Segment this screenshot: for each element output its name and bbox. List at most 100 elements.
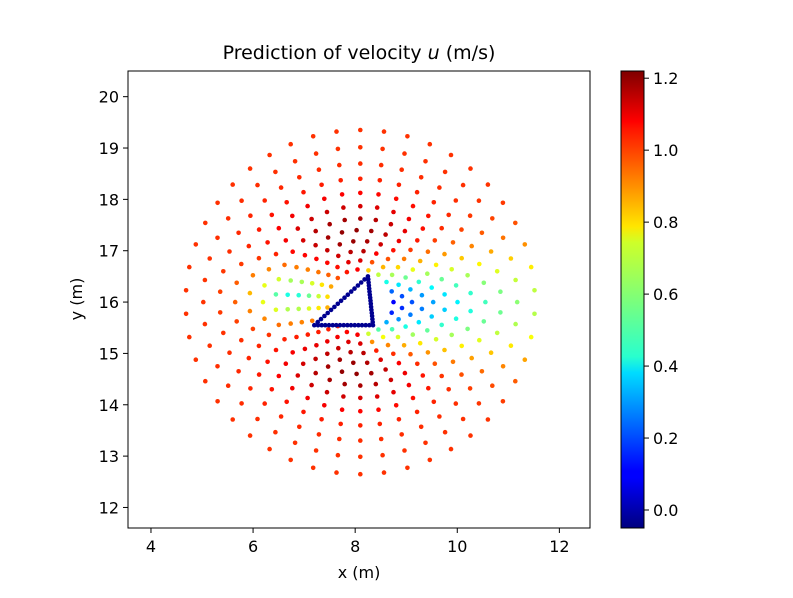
scatter-point: [442, 307, 447, 313]
scatter-point: [336, 253, 341, 259]
scatter-point: [295, 226, 301, 231]
scatter-point: [309, 318, 315, 324]
scatter-point: [380, 452, 385, 458]
scatter-point: [460, 416, 466, 422]
scatter-point: [409, 299, 415, 305]
scatter-point: [322, 403, 327, 408]
y-tick-label: 17: [99, 242, 119, 261]
scatter-point: [417, 340, 423, 346]
scatter-point: [215, 235, 220, 241]
scatter-point: [256, 343, 262, 349]
scatter-point: [508, 343, 514, 349]
scatter-point: [319, 182, 324, 188]
y-axis-label: y (m): [67, 278, 86, 321]
scatter-point: [418, 424, 424, 430]
scatter-point: [273, 251, 279, 257]
scatter-point: [396, 317, 401, 322]
scatter-point: [366, 268, 371, 273]
scatter-point: [282, 337, 287, 342]
scatter-point: [256, 255, 262, 261]
scatter-point: [260, 299, 266, 305]
scatter-point: [328, 284, 334, 289]
scatter-point: [351, 239, 356, 244]
scatter-point: [465, 326, 470, 332]
scatter-point: [500, 235, 506, 241]
scatter-point: [267, 446, 272, 452]
scatter-point: [337, 162, 342, 168]
y-axis-ticks: 12 13 14 15 16 17 18 19 20: [99, 88, 128, 517]
scatter-point: [183, 311, 189, 317]
scatter-point: [299, 279, 305, 285]
scatter-point: [374, 394, 380, 399]
scatter-point: [327, 377, 333, 383]
scatter-point: [284, 200, 290, 205]
scatter-point: [305, 395, 310, 401]
scatter-point: [344, 329, 350, 335]
scatter-point: [341, 322, 347, 328]
scatter-point: [469, 355, 475, 361]
chart-title: Prediction of velocity u (m/s): [223, 42, 496, 64]
scatter-point: [429, 285, 435, 290]
scatter-point: [338, 178, 344, 183]
scatter-point: [342, 381, 348, 387]
scatter-point: [335, 275, 341, 281]
scatter-point: [328, 307, 334, 313]
scatter-point: [359, 322, 365, 328]
scatter-point: [250, 273, 256, 278]
scatter-point: [230, 182, 235, 187]
scatter-point: [402, 151, 407, 156]
scatter-point: [476, 198, 482, 203]
scatter-point: [337, 357, 343, 363]
scatter-point: [468, 290, 473, 296]
scatter-point: [383, 232, 388, 237]
x-tick-label: 6: [248, 537, 258, 556]
scatter-point: [358, 161, 363, 166]
scatter-point: [469, 243, 475, 249]
scatter-point: [225, 216, 231, 221]
scatter-point: [427, 457, 433, 463]
scatter-point: [488, 350, 494, 356]
scatter-point: [339, 192, 345, 197]
scatter-point: [339, 230, 345, 235]
scatter-point: [316, 167, 322, 172]
scatter-point: [431, 200, 437, 205]
colorbar-tick-label: 0.0: [653, 501, 678, 520]
scatter-points: [183, 127, 537, 477]
scatter-point: [262, 401, 268, 406]
scatter-point: [273, 307, 279, 313]
chart-title-prefix: Prediction of velocity: [223, 42, 428, 64]
scatter-point: [300, 361, 306, 367]
scatter-point: [234, 280, 239, 286]
scatter-point: [388, 221, 394, 227]
scatter-point: [325, 305, 330, 310]
scatter-point: [284, 399, 290, 405]
scatter-point: [410, 267, 416, 272]
scatter-point: [288, 141, 294, 147]
scatter-point: [414, 189, 420, 195]
scatter-point: [366, 331, 371, 337]
x-axis-label: x (m): [338, 563, 381, 582]
scatter-point: [265, 240, 270, 245]
scatter-point: [246, 243, 252, 249]
scatter-point: [408, 351, 413, 357]
scatter-point: [193, 357, 199, 363]
scatter-point: [330, 322, 336, 328]
scatter-point: [334, 322, 339, 328]
scatter-point: [401, 343, 407, 348]
scatter-point: [345, 322, 350, 328]
scatter-point: [358, 258, 363, 263]
scatter-point: [439, 225, 445, 231]
scatter-point: [391, 209, 396, 215]
scatter-point: [236, 230, 241, 236]
scatter-point: [355, 283, 361, 288]
scatter-point: [384, 319, 389, 325]
scatter-point: [427, 141, 433, 147]
scatter-point: [433, 337, 439, 342]
scatter-point: [437, 414, 442, 419]
scatter-point: [376, 192, 381, 197]
scatter-point: [378, 436, 384, 442]
scatter-point: [396, 238, 402, 244]
scatter-point: [247, 290, 253, 296]
scatter-point: [221, 330, 226, 336]
scatter-point: [468, 166, 473, 171]
